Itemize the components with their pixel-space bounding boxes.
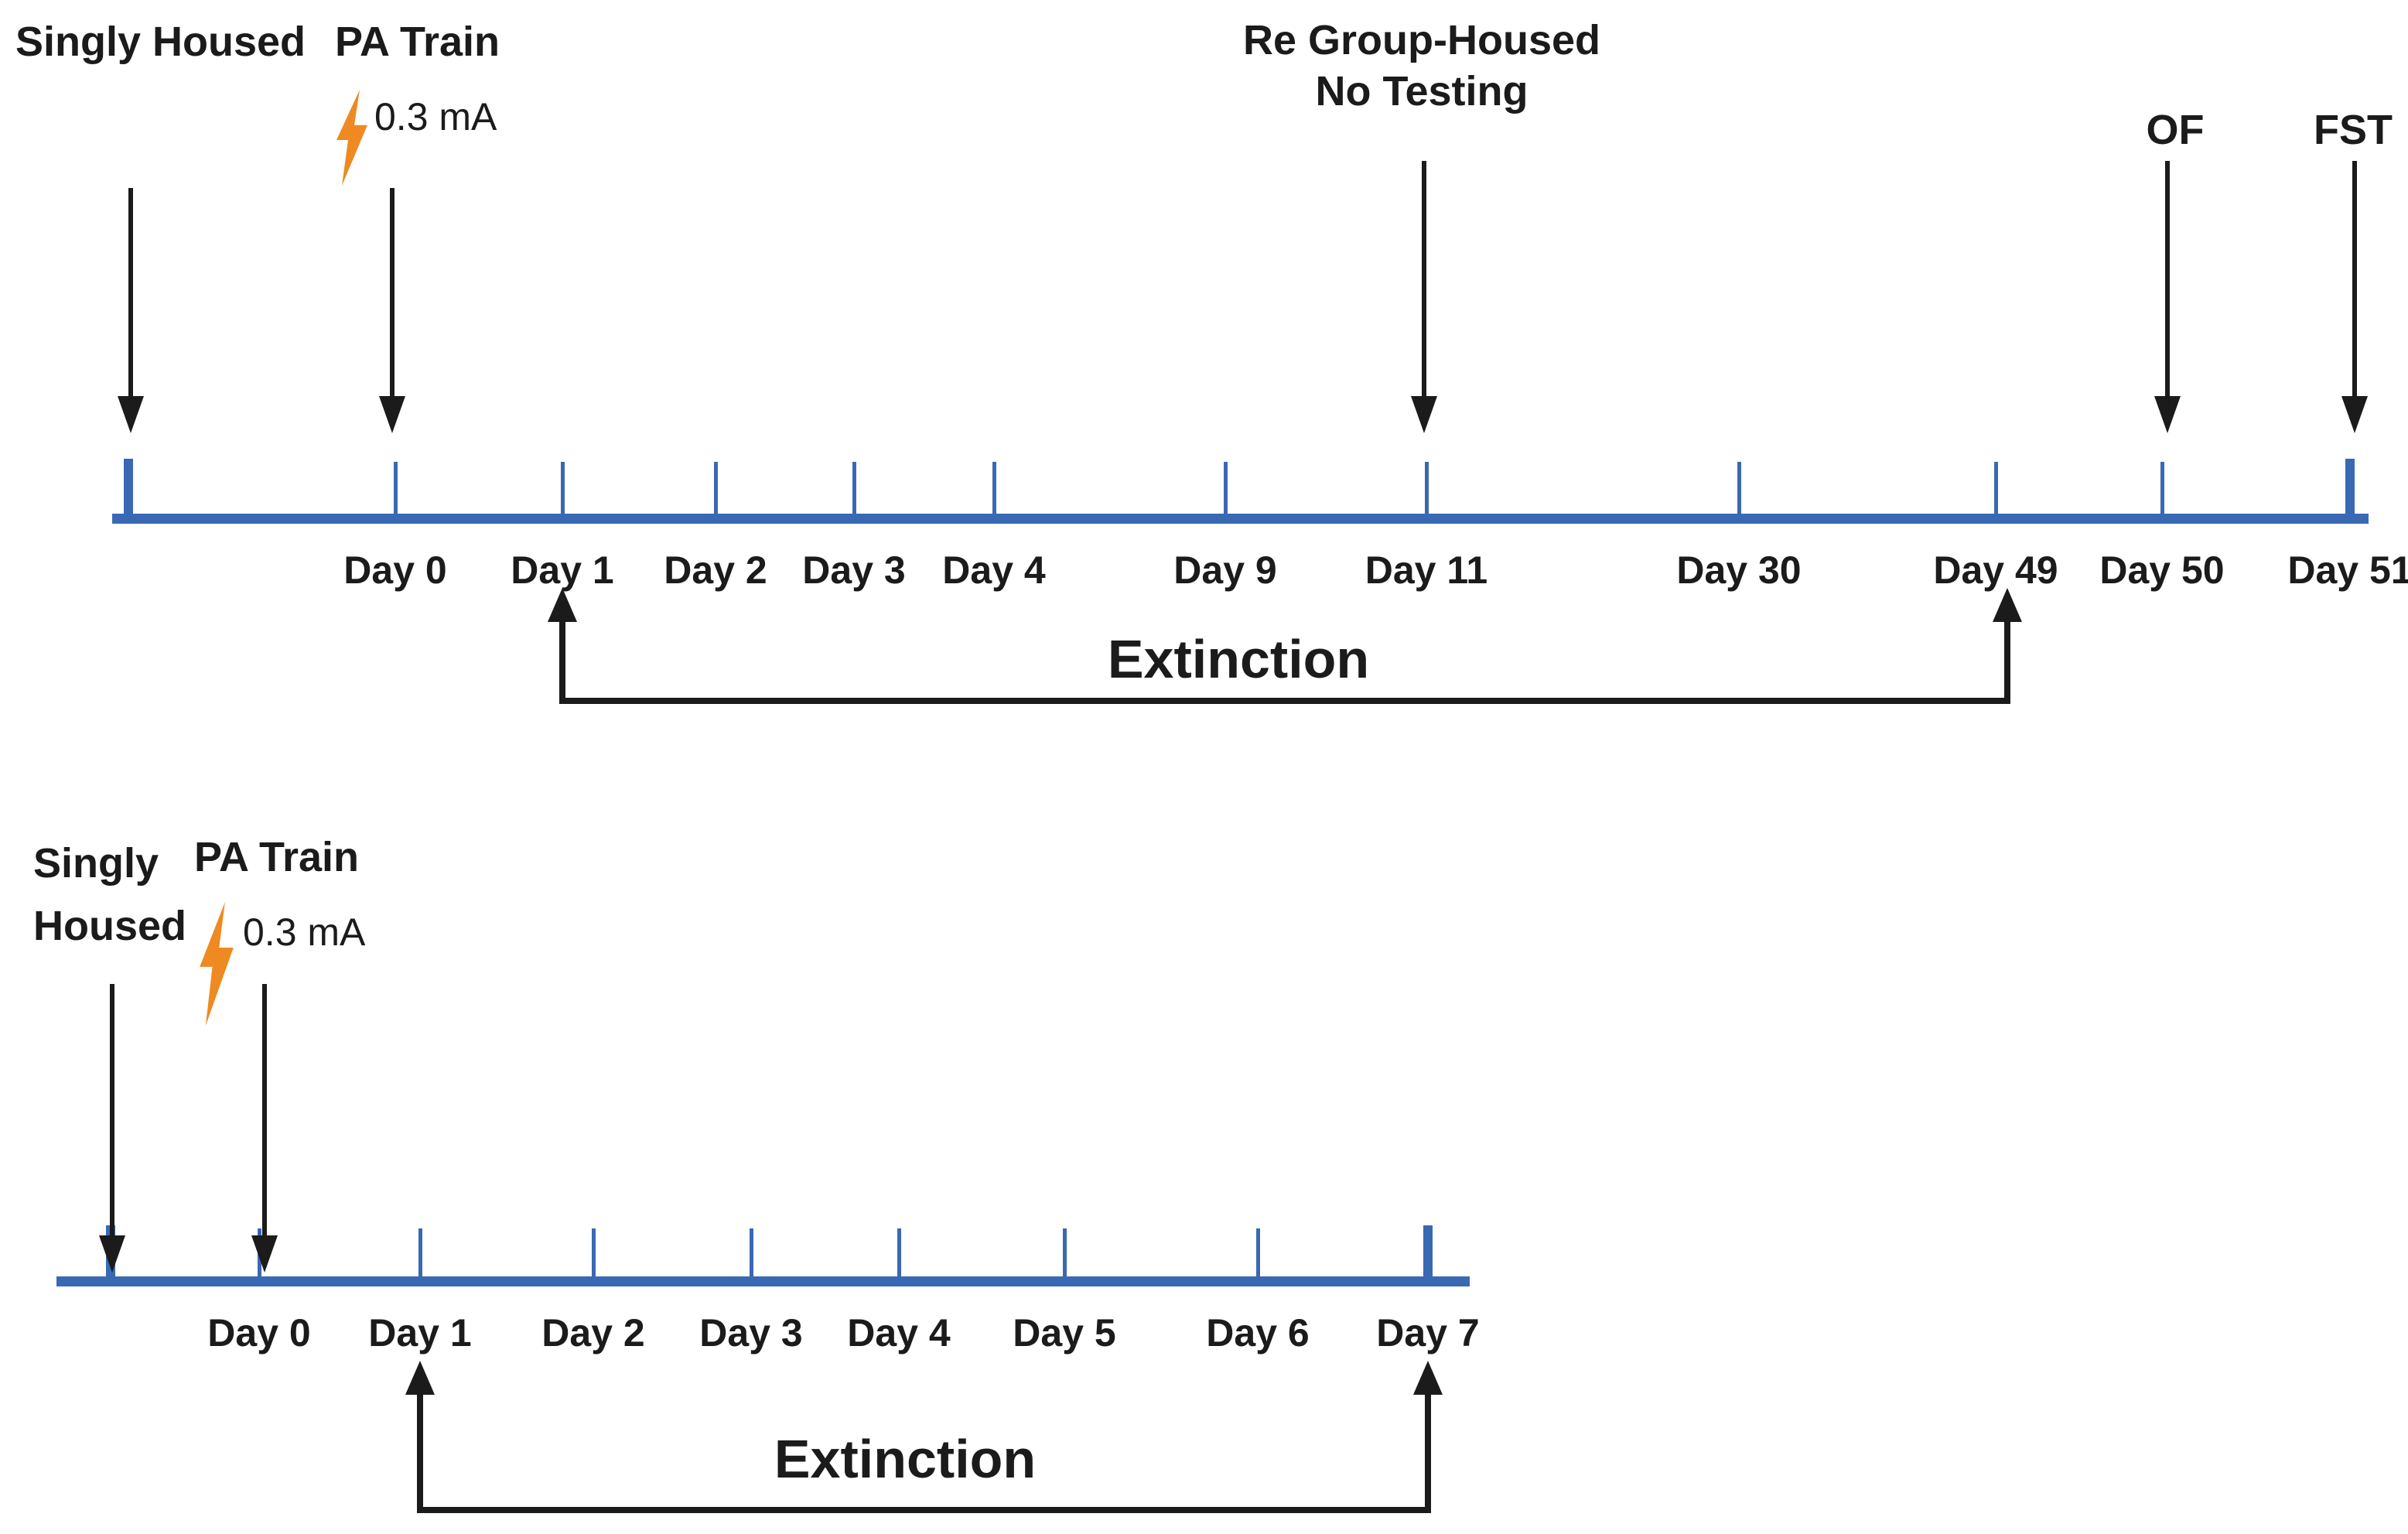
event-label-singly-housed-2: Singly Housed (33, 832, 186, 958)
timeline-tick (591, 1228, 596, 1286)
extinction-bracket-line (559, 698, 2010, 704)
extinction-label: Extinction (774, 1429, 1037, 1489)
timeline-tick (992, 462, 996, 524)
day-label: Day 5 (1013, 1311, 1116, 1355)
day-label: Day 7 (1376, 1311, 1480, 1355)
event-label-line: OF (2146, 107, 2205, 153)
shock-intensity-label: 0.3 mA (374, 95, 497, 138)
down-arrowhead-icon (251, 1235, 278, 1273)
day-label: Day 9 (1173, 548, 1277, 592)
down-arrowhead-icon (99, 1235, 125, 1273)
event-arrow-shaft-pa-train (390, 188, 395, 396)
day-label: Day 3 (802, 548, 906, 592)
event-label-line: Singly Housed (15, 19, 306, 65)
extinction-label: Extinction (1107, 629, 1370, 689)
event-label-line: No Testing (1315, 67, 1528, 114)
up-arrowhead-icon (405, 1361, 435, 1395)
day-label: Day 50 (2099, 548, 2225, 592)
day-label: Day 11 (1365, 548, 1488, 592)
timeline-tick (2160, 462, 2164, 524)
timeline-tick (749, 1228, 753, 1286)
event-arrow-shaft-of-test (2165, 161, 2170, 396)
timeline-tick (1223, 462, 1228, 524)
day-label: Day 1 (511, 548, 614, 592)
event-label-line: PA Train (335, 19, 500, 65)
day-label: Day 6 (1206, 1311, 1310, 1355)
day-label: Day 4 (942, 548, 1046, 592)
event-label-pa-train-2: PA Train (194, 832, 359, 883)
day-label: Day 3 (699, 1311, 803, 1355)
up-arrowhead-icon (1413, 1361, 1443, 1395)
timeline-tick (852, 462, 856, 524)
event-arrow-shaft-singly-housed (128, 188, 133, 396)
timeline-tick-major (124, 459, 133, 524)
timeline-tick-major (1423, 1225, 1433, 1286)
event-label-pa-train: PA Train (335, 17, 500, 68)
event-label-line: Singly (33, 840, 159, 887)
event-arrow-shaft-fst-test (2352, 161, 2357, 396)
event-arrow-shaft-re-group-housed (1422, 161, 1426, 396)
timeline-tick (1255, 1228, 1260, 1286)
extinction-bracket-line (417, 1507, 1431, 1513)
extinction-bracket-riser (417, 1393, 423, 1513)
event-arrow-shaft-singly-housed-2 (110, 984, 114, 1235)
event-label-re-group-housed: Re Group-Housed No Testing (1243, 15, 1600, 118)
timeline-bar (56, 1276, 1470, 1286)
extinction-bracket-riser (2004, 620, 2010, 704)
timeline-tick (1737, 462, 1741, 524)
up-arrowhead-icon (1993, 588, 2022, 622)
timeline-bar (112, 514, 2369, 524)
timeline-tick (1062, 1228, 1067, 1286)
day-label: Day 30 (1676, 548, 1802, 592)
timeline-tick (1424, 462, 1429, 524)
event-arrow-shaft-pa-train-2 (262, 984, 267, 1235)
down-arrowhead-icon (2154, 396, 2181, 433)
down-arrowhead-icon (379, 396, 405, 433)
day-label: Day 2 (541, 1311, 645, 1355)
day-label: Day 51 (2287, 548, 2408, 592)
timeline-tick (560, 462, 565, 524)
day-label: Day 4 (847, 1311, 951, 1355)
day-label: Day 0 (343, 548, 447, 592)
event-label-line: Housed (33, 903, 187, 949)
event-label-line: PA Train (194, 834, 360, 880)
timeline-tick (713, 462, 718, 524)
lightning-bolt-icon (336, 90, 367, 186)
day-label: Day 1 (368, 1311, 472, 1355)
day-label: Day 49 (1933, 548, 2058, 592)
extinction-bracket-riser (1425, 1393, 1431, 1513)
lightning-bolt-icon (200, 902, 234, 1026)
event-label-line: FST (2314, 107, 2393, 153)
timeline-tick (897, 1228, 901, 1286)
event-label-fst-test: FST (2314, 105, 2393, 156)
down-arrowhead-icon (2341, 396, 2368, 433)
timeline-tick (1993, 462, 1998, 524)
event-label-line: Re Group-Housed (1242, 17, 1601, 63)
timeline-tick (418, 1228, 422, 1286)
up-arrowhead-icon (548, 588, 577, 622)
event-label-of-test: OF (2147, 105, 2205, 156)
event-label-singly-housed: Singly Housed (15, 17, 306, 68)
timeline-tick (393, 462, 398, 524)
day-label: Day 2 (664, 548, 767, 592)
extinction-bracket-riser (559, 620, 565, 704)
down-arrowhead-icon (118, 396, 144, 433)
day-label: Day 0 (207, 1311, 311, 1355)
down-arrowhead-icon (1411, 396, 1437, 433)
timeline-tick-major (2345, 459, 2355, 524)
shock-intensity-label: 0.3 mA (243, 910, 366, 954)
